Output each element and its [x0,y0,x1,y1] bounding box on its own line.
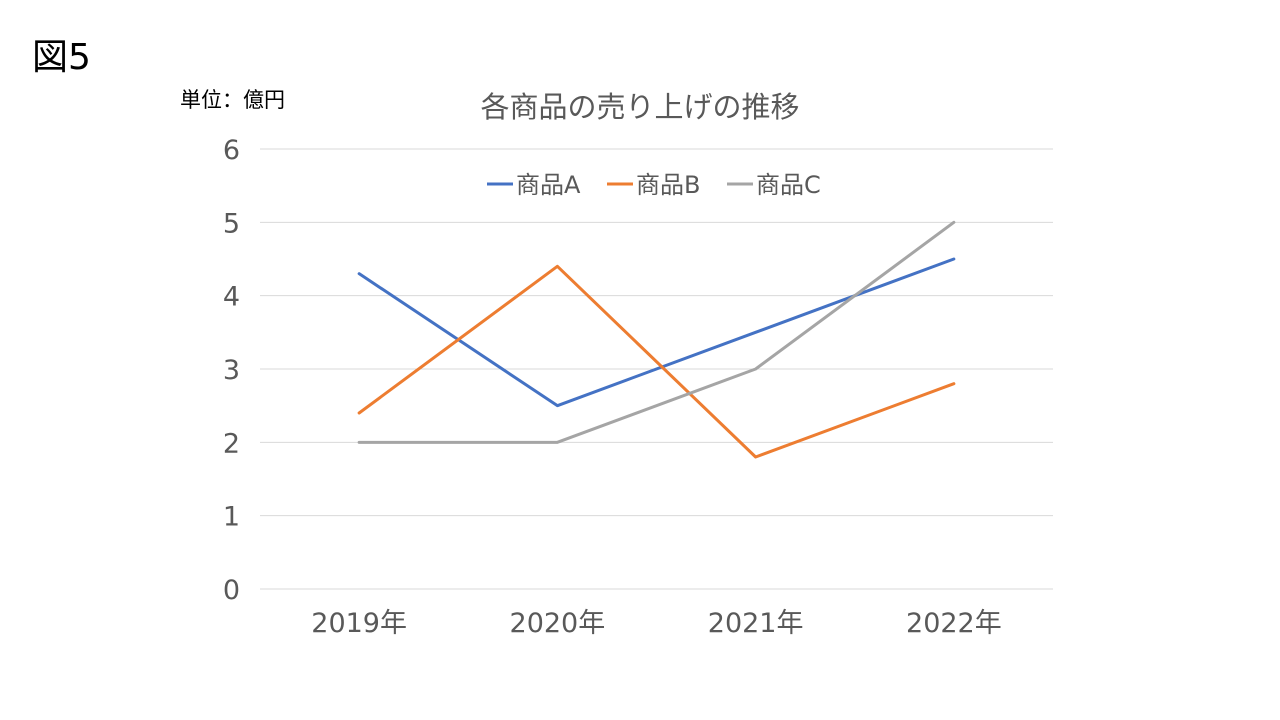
x-tick-label: 2022年 [906,608,1002,639]
y-tick-label: 1 [223,502,240,533]
figure-label: 図5 [32,37,91,78]
x-tick-label: 2021年 [708,608,804,639]
chart-title: 各商品の売り上げの推移 [480,90,799,124]
x-tick-label: 2020年 [510,608,606,639]
y-tick-label: 5 [223,208,240,239]
y-tick-label: 2 [223,428,240,459]
legend: 商品A 商品B 商品C [487,171,821,199]
y-tick-label: 3 [223,355,240,386]
series-line [357,220,956,444]
y-tick-label: 4 [223,282,240,313]
x-axis-ticks: 2019年 2020年 2021年 2022年 [311,608,1001,639]
legend-label: 商品A [516,171,581,199]
y-tick-label: 6 [223,135,240,166]
y-tick-label: 0 [223,575,240,606]
legend-label: 商品B [636,171,700,199]
series-line [357,257,956,408]
x-tick-label: 2019年 [311,608,407,639]
series-line [357,264,956,459]
series-lines [357,220,956,459]
unit-label: 単位：億円 [180,88,285,112]
legend-label: 商品C [756,171,821,199]
y-axis-ticks: 0 1 2 3 4 5 6 [223,135,240,606]
